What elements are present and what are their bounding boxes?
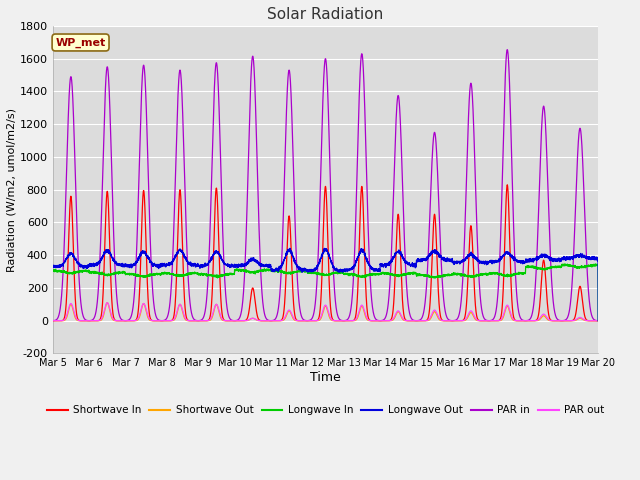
Text: WP_met: WP_met	[56, 37, 106, 48]
Title: Solar Radiation: Solar Radiation	[268, 7, 383, 22]
Legend: Shortwave In, Shortwave Out, Longwave In, Longwave Out, PAR in, PAR out: Shortwave In, Shortwave Out, Longwave In…	[43, 401, 608, 420]
X-axis label: Time: Time	[310, 371, 341, 384]
Y-axis label: Radiation (W/m2, umol/m2/s): Radiation (W/m2, umol/m2/s)	[7, 108, 17, 272]
